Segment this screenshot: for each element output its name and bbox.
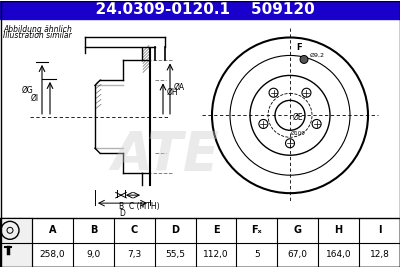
Text: 55,5: 55,5 [165,250,185,259]
Circle shape [269,88,278,97]
Text: I: I [378,225,381,235]
Text: 67,0: 67,0 [288,250,308,259]
Text: 9,0: 9,0 [86,250,100,259]
Text: H: H [335,225,343,235]
Text: D: D [119,209,125,218]
Text: A: A [49,225,56,235]
Text: E: E [213,225,219,235]
Text: 112,0: 112,0 [203,250,229,259]
Text: G: G [294,225,302,235]
Text: 5: 5 [254,250,260,259]
Text: F: F [296,44,302,52]
Circle shape [300,56,308,64]
Text: 258,0: 258,0 [40,250,65,259]
Bar [0,1,400,18]
Bar [0,218,32,267]
Text: ØI: ØI [31,93,39,102]
Circle shape [312,119,321,128]
Text: 164,0: 164,0 [326,250,352,259]
Text: ATE: ATE [111,129,219,181]
Text: B: B [90,225,97,235]
Text: ØA: ØA [174,83,185,91]
Circle shape [259,119,268,128]
Text: ØH: ØH [167,87,179,96]
Text: 24.0309-0120.1    509120: 24.0309-0120.1 509120 [85,2,315,17]
Text: ØE: ØE [293,113,304,122]
Text: D: D [171,225,179,235]
Text: B: B [118,202,124,211]
Text: Ø9,2: Ø9,2 [310,53,325,58]
Text: C: C [130,225,138,235]
Circle shape [286,139,294,148]
Text: 7,3: 7,3 [127,250,141,259]
Text: Abbildung ähnlich: Abbildung ähnlich [3,25,72,34]
Text: Illustration similar: Illustration similar [3,30,72,40]
Bar [0,218,400,267]
Text: C (MTH): C (MTH) [129,202,160,211]
Circle shape [302,88,311,97]
Text: Fₓ: Fₓ [252,225,262,235]
Text: ØG: ØG [22,85,34,94]
Text: 12,8: 12,8 [370,250,390,259]
Text: Ø100: Ø100 [291,131,306,136]
